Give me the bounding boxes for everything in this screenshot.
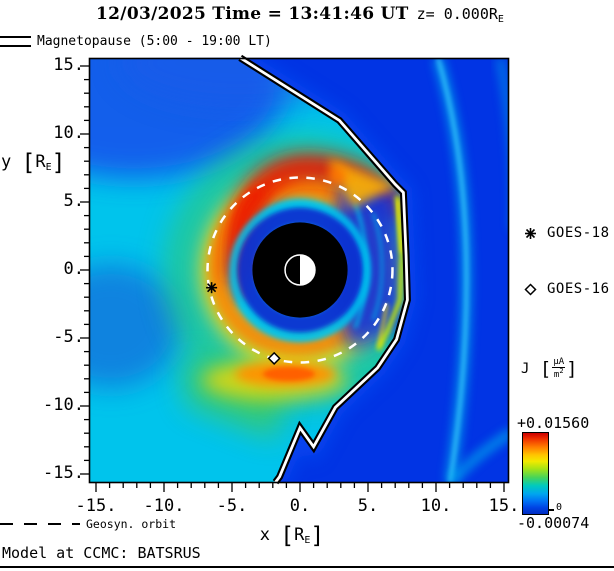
x-tick: 10.: [420, 496, 452, 516]
goes-16-legend: GOES-16: [524, 281, 610, 297]
magnetopause-line-core: [239, 56, 409, 484]
goes-18-legend: GOES-18: [524, 225, 610, 241]
plot-title-datetime: 12/03/2025 Time = 13:41:46 UT: [96, 4, 409, 24]
model-credit: Model at CCMC: BATSRUS: [2, 544, 201, 562]
colorbar-zero-tick: [548, 509, 554, 511]
y-tick: 0.: [63, 259, 84, 279]
earth-marker: [284, 254, 316, 286]
y-tick: 5.: [63, 191, 84, 211]
goes-16-label: GOES-16: [547, 281, 610, 297]
dashed-line-icon: [0, 522, 80, 526]
asterisk-icon: [525, 227, 536, 239]
diamond-icon: [524, 282, 537, 296]
goes-18-marker: [206, 282, 218, 294]
axis-ticks: [80, 65, 505, 492]
y-tick: -15.: [43, 463, 84, 483]
y-tick: 10.: [53, 123, 84, 143]
goes-18-label: GOES-18: [547, 225, 610, 241]
y-tick: -5.: [53, 327, 84, 347]
goes-16-marker: [267, 351, 281, 365]
x-tick: 5.: [357, 496, 379, 516]
x-tick: 0.: [289, 496, 311, 516]
colorbar-min-label: -0.00074: [517, 514, 590, 532]
plot-title: 12/03/2025 Time = 13:41:46 UT z= 0.000RE: [0, 4, 600, 25]
colorbar-zero-label: 0: [556, 502, 563, 513]
x-tick: -5.: [216, 496, 248, 516]
y-tick: -10.: [43, 395, 84, 415]
axis-box: [88, 57, 510, 484]
plot-title-zcut: z= 0.000RE: [416, 5, 504, 25]
geosyn-orbit-legend: Geosyn. orbit: [0, 517, 176, 531]
geosynchronous-orbit-circle: [206, 176, 394, 364]
geosyn-orbit-label: Geosyn. orbit: [86, 517, 177, 531]
magnetopause-legend: Magnetopause (5:00 - 19:00 LT): [0, 33, 272, 49]
double-line-icon: [0, 35, 31, 47]
colorbar-unit-label: J [µA m2]: [521, 357, 578, 381]
x-axis-label: x [RE]: [259, 523, 325, 549]
bottom-rule: [0, 566, 614, 568]
y-axis-label: y [RE]: [1, 150, 66, 176]
x-tick: -10.: [143, 496, 185, 516]
x-tick: -15.: [75, 496, 117, 516]
bow-shock-arcs: [433, 57, 509, 484]
y-tick: 15.: [53, 55, 84, 75]
x-tick: 15.: [488, 496, 520, 516]
magnetopause-legend-label: Magnetopause (5:00 - 19:00 LT): [37, 33, 272, 49]
current-density-map: [80, 54, 510, 492]
colorbar: [522, 432, 549, 515]
colorbar-max-label: +0.01560: [517, 414, 590, 432]
